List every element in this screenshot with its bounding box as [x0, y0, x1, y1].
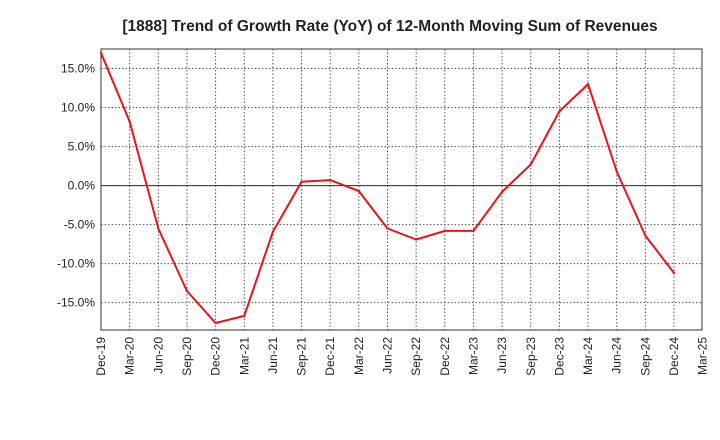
y-tick-label: 10.0% — [61, 101, 95, 115]
data-point — [615, 170, 618, 173]
y-tick-label: 5.0% — [68, 140, 96, 154]
chart-title: [1888] Trend of Growth Rate (YoY) of 12-… — [122, 18, 657, 35]
x-tick-label: Dec-24 — [667, 337, 681, 376]
data-point — [443, 229, 446, 233]
x-tick-label: Jun-21 — [266, 337, 280, 374]
x-tick-label: Jun-24 — [610, 337, 624, 374]
y-tick-labels: 15.0% 10.0% 5.0% 0.0% -5.0% -10.0% -15.0% — [57, 62, 95, 310]
grid — [101, 49, 702, 330]
x-tick-label: Sep-20 — [180, 337, 194, 376]
data-point — [329, 178, 332, 182]
data-point — [672, 271, 676, 275]
x-tick-label: Mar-20 — [123, 337, 137, 375]
data-point — [214, 321, 217, 325]
data-point — [357, 189, 361, 193]
x-tick-label: Sep-23 — [524, 337, 538, 376]
x-tick-label: Jun-23 — [495, 337, 509, 374]
x-tick-label: Sep-21 — [295, 337, 309, 376]
x-tick-label: Jun-22 — [381, 337, 395, 374]
x-tick-label: Dec-23 — [552, 337, 566, 376]
data-point — [586, 82, 590, 86]
data-point — [386, 227, 389, 230]
plot-frame — [100, 48, 703, 331]
x-tick-labels: Dec-19 Mar-20 Jun-20 Sep-20 Dec-20 Mar-21 Jun-… — [94, 337, 710, 376]
data-point — [128, 120, 131, 123]
y-tick-label: -10.0% — [57, 257, 95, 271]
data-point — [185, 289, 189, 293]
x-tick-label: Mar-21 — [237, 337, 251, 375]
data-point — [300, 180, 303, 183]
x-tick-label: Dec-19 — [94, 337, 108, 376]
data-point — [157, 227, 160, 230]
y-tick-label: 15.0% — [61, 62, 95, 76]
axes — [100, 48, 703, 331]
data-point — [414, 238, 418, 241]
x-tick-label: Jun-20 — [151, 337, 165, 374]
data-point — [644, 234, 647, 237]
y-tick-label: -15.0% — [57, 296, 95, 310]
data-point — [529, 163, 532, 166]
y-tick-label: 0.0% — [68, 179, 96, 193]
x-tick-label: Mar-22 — [352, 337, 366, 375]
data-point — [558, 110, 561, 113]
x-tick-label: Sep-22 — [409, 337, 423, 376]
x-tick-label: Mar-25 — [696, 337, 710, 375]
x-tick-label: Dec-21 — [323, 337, 337, 376]
data-point — [500, 190, 504, 193]
series — [99, 51, 676, 325]
data-point — [99, 51, 103, 55]
x-tick-label: Mar-24 — [581, 337, 595, 375]
series-line — [100, 52, 675, 324]
x-tick-label: Dec-22 — [438, 337, 452, 376]
x-tick-label: Dec-20 — [209, 337, 223, 376]
y-tick-label: -5.0% — [64, 218, 96, 232]
data-point — [243, 314, 246, 318]
data-point — [472, 229, 475, 233]
data-point — [271, 230, 275, 233]
x-tick-label: Sep-24 — [638, 337, 652, 376]
x-tick-label: Mar-23 — [466, 337, 480, 375]
